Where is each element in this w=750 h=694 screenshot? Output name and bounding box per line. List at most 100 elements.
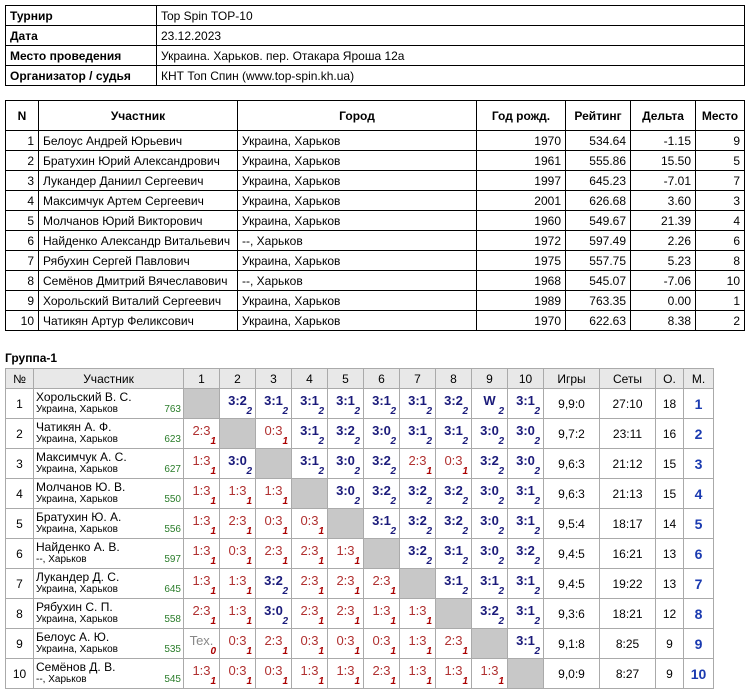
match-points: 1 [354, 676, 360, 687]
group-row: 5 Братухин Ю. А. Украина, Харьков 556 1:3 1 2:… [5, 508, 714, 539]
score: 2:3 [264, 543, 283, 558]
score: 2:3 [192, 603, 211, 618]
games: 9,4:5 [543, 568, 600, 599]
player-cell: 545.07 [565, 270, 631, 291]
participant-name: Лукандер Д. С. [36, 570, 120, 584]
score: 3:2 [516, 543, 535, 558]
header-cell: Год рожд. [476, 100, 566, 131]
score-cell: 1:3 1 [399, 628, 436, 659]
score-cell: 3:2 2 [435, 508, 472, 539]
score: 3:1 [444, 543, 463, 558]
participant-city: Украина, Харьков [36, 464, 118, 475]
info-label: Место проведения [5, 45, 157, 66]
score: Tex. [189, 633, 214, 648]
games: 9,4:5 [543, 538, 600, 569]
participant-city-line: Украина, Харьков 627 [36, 464, 181, 476]
place: 4 [683, 478, 714, 509]
group-row: 1 Хорольский В. С. Украина, Харьков 763 3:2 2… [5, 388, 714, 419]
score: 2:3 [264, 633, 283, 648]
player-row: 1 Белоус Андрей Юрьевич Украина, Харьков 19… [5, 130, 745, 151]
sets: 23:11 [599, 418, 656, 449]
score-cell: 0:3 1 [291, 628, 328, 659]
group-row: 3 Максимчук А. С. Украина, Харьков 627 1:3 1 3… [5, 448, 714, 479]
score: 3:2 [372, 453, 391, 468]
header-cell: N [5, 100, 39, 131]
score: 3:1 [336, 393, 355, 408]
player-cell: 7 [5, 250, 39, 271]
match-points: 1 [354, 586, 360, 597]
points: 9 [655, 628, 684, 659]
match-points: 1 [426, 646, 432, 657]
group-table: № Участник 1 2 3 4 5 6 7 8 9 10 Игры Сеты О. М. 1 Хорольс… [5, 368, 714, 689]
place: 3 [683, 448, 714, 479]
info-label: Организатор / судья [5, 65, 157, 86]
place: 2 [683, 418, 714, 449]
header-cell: Игры [543, 368, 600, 389]
match-points: 1 [318, 676, 324, 687]
score: 0:3 [264, 423, 283, 438]
header-cell: 9 [471, 368, 508, 389]
player-row: 10 Чатикян Артур Феликсович Украина, Харьк… [5, 310, 745, 331]
header-cell: 8 [435, 368, 472, 389]
points: 13 [655, 538, 684, 569]
player-row: 7 Рябухин Сергей Павлович Украина, Харьков… [5, 250, 745, 271]
header-cell: 6 [363, 368, 400, 389]
info-row: Дата 23.12.2023 [5, 25, 745, 46]
sets: 27:10 [599, 388, 656, 419]
match-points: 2 [318, 466, 324, 477]
match-points: 1 [318, 586, 324, 597]
header-cell: 7 [399, 368, 436, 389]
match-points: 1 [498, 676, 504, 687]
match-points: 2 [318, 436, 324, 447]
participant: Лукандер Д. С. Украина, Харьков 645 [33, 568, 184, 599]
score: 1:3 [192, 663, 211, 678]
row-number: 8 [5, 598, 34, 629]
player-cell: Белоус Андрей Юрьевич [38, 130, 238, 151]
points: 18 [655, 388, 684, 419]
score-cell: 2:3 1 [183, 418, 220, 449]
player-cell: 5.23 [630, 250, 696, 271]
player-row: 4 Максимчук Артем Сергеевич Украина, Харьк… [5, 190, 745, 211]
score: 3:0 [372, 423, 391, 438]
participant-city: Украина, Харьков [36, 434, 118, 445]
match-points: 2 [282, 586, 288, 597]
player-cell: 8 [5, 270, 39, 291]
score: 3:0 [264, 603, 283, 618]
score: 3:2 [480, 603, 499, 618]
score-cell: 3:0 2 [471, 418, 508, 449]
group-row: 10 Семёнов Д. В. --, Харьков 545 1:3 1 0:3 1 0:3… [5, 658, 714, 689]
player-cell: Чатикян Артур Феликсович [38, 310, 238, 331]
score-cell: 3:0 2 [327, 448, 364, 479]
score-cell: 3:1 2 [507, 568, 544, 599]
match-points: 2 [462, 406, 468, 417]
score: 1:3 [228, 603, 247, 618]
score: 1:3 [444, 663, 463, 678]
player-cell: -7.06 [630, 270, 696, 291]
player-cell: Найденко Александр Витальевич [38, 230, 238, 251]
info-value: 23.12.2023 [156, 25, 745, 46]
score: 2:3 [192, 423, 211, 438]
score: 3:2 [336, 423, 355, 438]
place: 6 [683, 538, 714, 569]
player-cell: 1961 [476, 150, 566, 171]
header-cell: Рейтинг [565, 100, 631, 131]
score: 0:3 [228, 543, 247, 558]
match-points: 1 [246, 556, 252, 567]
participant-city-line: --, Харьков 597 [36, 554, 181, 566]
participant: Рябухин С. П. Украина, Харьков 558 [33, 598, 184, 629]
score-cell: 3:2 2 [435, 478, 472, 509]
header-cell: Участник [38, 100, 238, 131]
match-points: 2 [390, 466, 396, 477]
score-cell: 1:3 1 [183, 478, 220, 509]
match-points: 2 [498, 586, 504, 597]
match-points: 2 [390, 526, 396, 537]
score-cell: 2:3 1 [327, 598, 364, 629]
match-points: 2 [534, 466, 540, 477]
match-points: 2 [354, 436, 360, 447]
player-cell: 9 [695, 130, 745, 151]
score-cell: 3:1 2 [435, 418, 472, 449]
participant-name: Белоус А. Ю. [36, 630, 110, 644]
participant-city: Украина, Харьков [36, 524, 118, 535]
player-cell: Рябухин Сергей Павлович [38, 250, 238, 271]
participant-name: Молчанов Ю. В. [36, 480, 126, 494]
